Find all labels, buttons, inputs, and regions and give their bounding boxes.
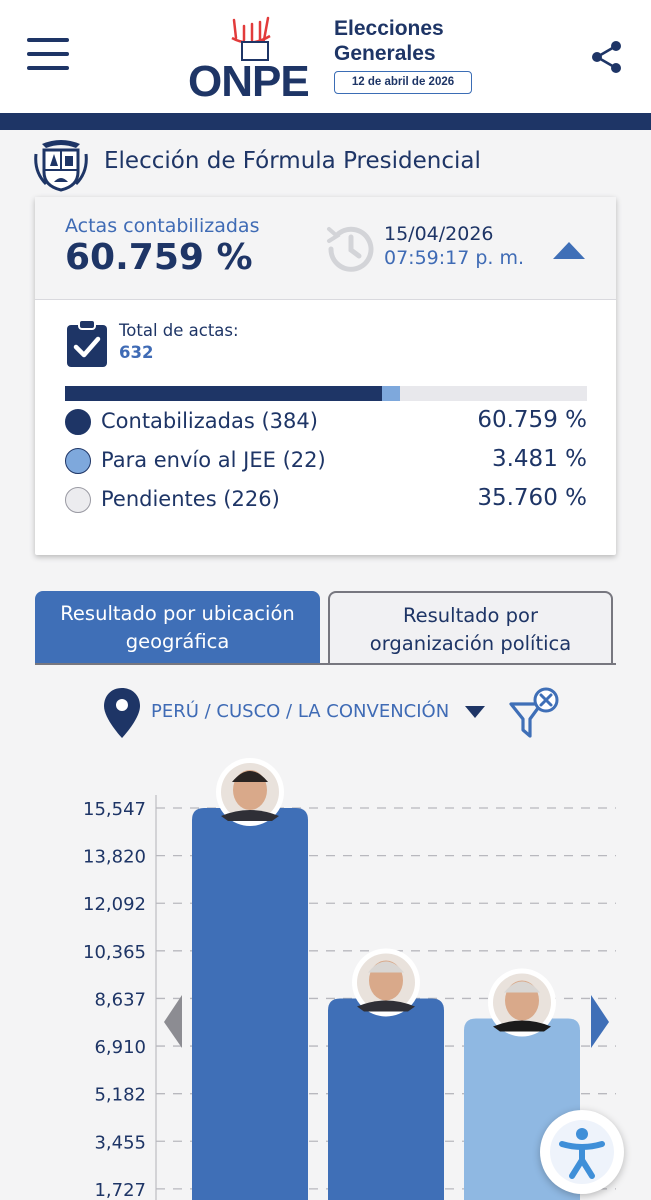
legend-percentage: 60.759 %: [477, 407, 587, 433]
collapse-up-icon[interactable]: [551, 239, 587, 261]
legend-percentage: 35.760 %: [477, 485, 587, 511]
legend-label: Contabilizadas (384): [101, 409, 318, 433]
tab-party-result[interactable]: Resultado por organización política: [328, 591, 613, 664]
hamburger-menu-icon[interactable]: [27, 36, 69, 72]
clipboard-check-icon: [67, 319, 107, 367]
chart-next-arrow-icon[interactable]: [591, 995, 609, 1048]
candidate-hair: [368, 961, 404, 973]
tab-party-line1: Resultado por: [402, 604, 539, 627]
y-tick-label: 10,365: [83, 942, 146, 963]
section-title: Elección de Fórmula Presidencial: [104, 148, 481, 174]
legend-percentage: 3.481 %: [491, 446, 587, 472]
result-bar: [192, 808, 308, 1200]
candidate-shoulders: [357, 1000, 415, 1012]
legend-dot: [65, 487, 91, 513]
update-date: 15/04/2026: [384, 223, 494, 245]
tab-geographic-result[interactable]: Resultado por ubicación geográfica: [35, 591, 320, 664]
tab-underline: [35, 663, 616, 665]
tab-party-line2: organización política: [369, 632, 572, 655]
tab-geographic-line2: geográfica: [125, 630, 230, 653]
actas-label: Actas contabilizadas: [65, 215, 260, 237]
actas-summary-card: Actas contabilizadas 60.759 % 15/04/2026…: [35, 197, 616, 555]
header-divider: [0, 113, 651, 130]
candidate-shoulders: [221, 810, 279, 821]
legend-label: Para envío al JEE (22): [101, 448, 326, 472]
y-tick-label: 5,182: [94, 1085, 146, 1106]
progress-segment-2: [400, 386, 587, 401]
y-tick-label: 15,547: [83, 799, 146, 820]
accessibility-icon-bg: [550, 1120, 614, 1184]
y-tick-label: 8,637: [94, 989, 146, 1010]
legend-label: Pendientes (226): [101, 487, 280, 511]
logo-text: ONPE: [188, 57, 310, 106]
y-tick-label: 12,092: [83, 894, 146, 915]
peru-crest-icon: [34, 140, 88, 192]
tab-geographic-line1: Resultado por ubicación: [60, 602, 295, 625]
progress-segment-1: [382, 386, 401, 401]
actas-value: 60.759 %: [65, 237, 253, 278]
result-bar: [328, 998, 444, 1200]
accessibility-button[interactable]: [540, 1110, 624, 1194]
candidate-hair: [232, 771, 268, 782]
filter-clear-icon[interactable]: [508, 686, 560, 740]
accessibility-icon: [559, 1128, 605, 1179]
share-icon[interactable]: [590, 40, 624, 74]
election-date-badge: 12 de abril de 2026: [334, 71, 472, 94]
candidate-hair: [504, 981, 540, 993]
legend-row: Contabilizadas (384) 60.759 %: [65, 407, 587, 437]
total-actas-label: Total de actas:: [119, 321, 239, 340]
summary-header: Actas contabilizadas 60.759 % 15/04/2026…: [35, 197, 616, 300]
total-actas-value: 632: [119, 343, 154, 362]
y-tick-label: 1,727: [94, 1180, 146, 1200]
update-time: 07:59:17 p. m.: [384, 247, 525, 269]
legend-dot: [65, 409, 91, 435]
y-tick-label: 6,910: [94, 1037, 146, 1058]
app-header: ONPE Elecciones Generales 12 de abril de…: [0, 0, 651, 113]
legend-row: Pendientes (226) 35.760 %: [65, 485, 587, 515]
location-dropdown-icon[interactable]: [464, 705, 486, 719]
clock-history-icon: [327, 226, 374, 272]
legend-row: Para envío al JEE (22) 3.481 %: [65, 446, 587, 476]
progress-segment-0: [65, 386, 383, 401]
y-tick-label: 3,455: [94, 1132, 146, 1153]
chart-prev-arrow-icon[interactable]: [164, 995, 182, 1048]
y-tick-label: 13,820: [83, 847, 146, 868]
election-title: Elecciones Generales: [334, 16, 444, 66]
election-title-line2: Generales: [334, 42, 436, 65]
voting-hand-icon: [231, 16, 271, 61]
actas-progress-bar: [65, 386, 587, 401]
election-title-line1: Elecciones: [334, 17, 444, 40]
location-pin-icon: [104, 688, 140, 738]
legend-dot: [65, 448, 91, 474]
onpe-logo: ONPE: [188, 14, 318, 104]
location-breadcrumb[interactable]: PERÚ / CUSCO / LA CONVENCIÓN: [151, 701, 450, 722]
candidate-shoulders: [493, 1020, 551, 1032]
